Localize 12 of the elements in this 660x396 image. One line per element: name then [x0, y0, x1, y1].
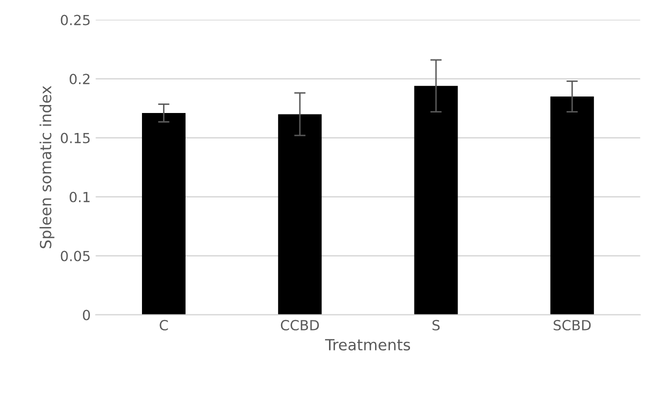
y-axis-title: Spleen somatic index — [40, 86, 54, 248]
x-tick-label: C — [160, 320, 168, 330]
y-tick-label: 0.05 — [60, 250, 90, 262]
y-tick-label: 0 — [82, 310, 90, 320]
x-tick-label: S — [432, 320, 440, 330]
y-tick-label: 0.2 — [70, 74, 90, 84]
y-tick-label: 0.1 — [70, 192, 90, 202]
x-tick-label: SCBD — [554, 320, 591, 330]
y-tick-label: 0.25 — [60, 14, 90, 26]
x-tick-label: CCBD — [280, 320, 319, 330]
y-tick-label: 0.15 — [60, 132, 90, 144]
x-axis-title: Treatments — [325, 339, 410, 351]
